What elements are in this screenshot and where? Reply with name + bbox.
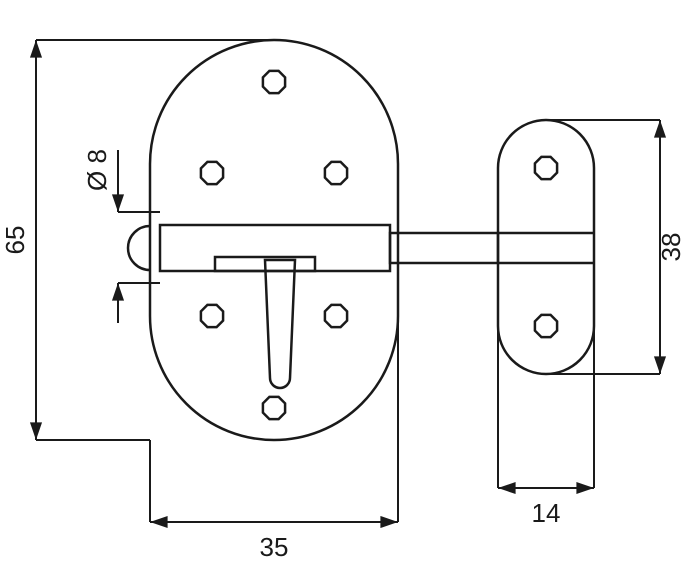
bolt-knob [265,260,295,388]
bolt-stopper [128,226,150,270]
screw-hole [263,71,285,93]
screw-hole [325,305,347,327]
dim-35: 35 [260,532,289,562]
screw-hole [201,305,223,327]
dim-65: 65 [0,226,30,255]
screw-hole [263,397,285,419]
screw-hole [535,157,557,179]
dim-dia: Ø 8 [82,149,112,191]
bolt-guide [160,225,390,271]
dim-14: 14 [532,498,561,528]
screw-hole [201,162,223,184]
screw-hole [325,162,347,184]
dim-38: 38 [656,233,686,262]
screw-hole [535,315,557,337]
bolt-shaft [390,233,498,263]
latch-body [150,40,398,440]
